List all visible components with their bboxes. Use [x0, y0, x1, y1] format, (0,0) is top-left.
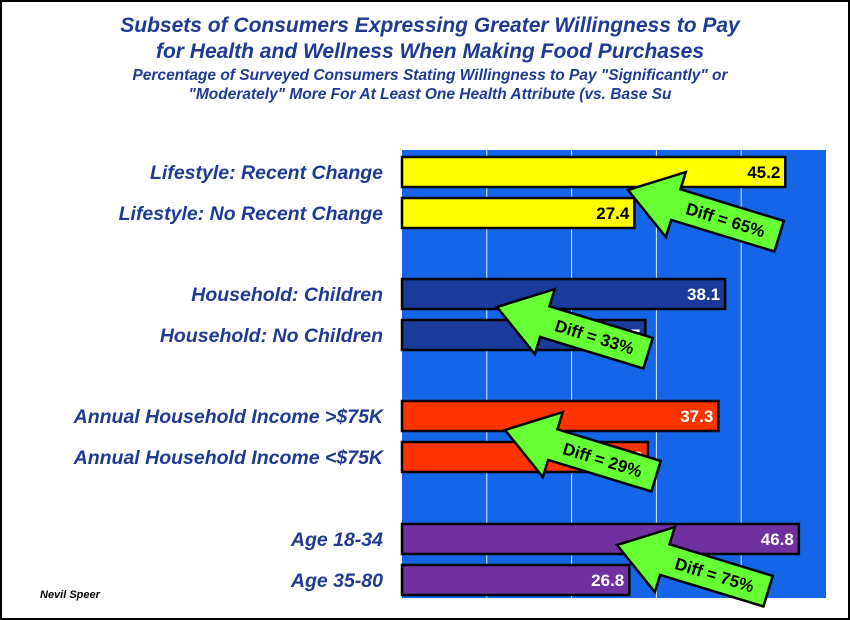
chart-subtitle-line-1: Percentage of Surveyed Consumers Stating… [132, 67, 728, 84]
bar [400, 563, 631, 597]
arrow-shape [614, 525, 775, 609]
category-label: Lifestyle: No Recent Change [119, 203, 384, 225]
category-label: Annual Household Income >$75K [73, 406, 385, 428]
category-label: Age 18-34 [290, 529, 383, 551]
bar [400, 522, 801, 556]
chart-title-line-2: for Health and Wellness When Making Food… [155, 40, 705, 63]
arrow-shape [625, 170, 786, 254]
chart-title-line-1: Subsets of Consumers Expressing Greater … [120, 14, 740, 37]
chart-subtitle-line-2: "Moderately" More For At Least One Healt… [188, 86, 672, 103]
bar-value-label: 38.1 [687, 285, 720, 304]
bar-value-label: 46.8 [761, 530, 794, 549]
category-label: Age 35-80 [290, 570, 383, 592]
bar-value-label: 27.4 [596, 204, 630, 223]
author-credit: Nevil Speer [40, 589, 100, 601]
category-label: Lifestyle: Recent Change [150, 162, 383, 184]
category-label: Annual Household Income <$75K [73, 447, 385, 469]
bar [400, 277, 727, 311]
category-label: Household: No Children [160, 325, 383, 347]
bar-value-label: 45.2 [747, 163, 780, 182]
category-label: Household: Children [191, 284, 383, 306]
bar [400, 155, 787, 189]
bar [400, 196, 636, 230]
diff-arrow: Diff = 75% [614, 525, 775, 609]
diff-arrow: Diff = 33% [494, 287, 655, 371]
arrow-shape [494, 287, 655, 371]
bar-value-label: 26.8 [591, 571, 624, 590]
bar-value-label: 37.3 [680, 407, 713, 426]
arrow-shape [502, 410, 663, 494]
